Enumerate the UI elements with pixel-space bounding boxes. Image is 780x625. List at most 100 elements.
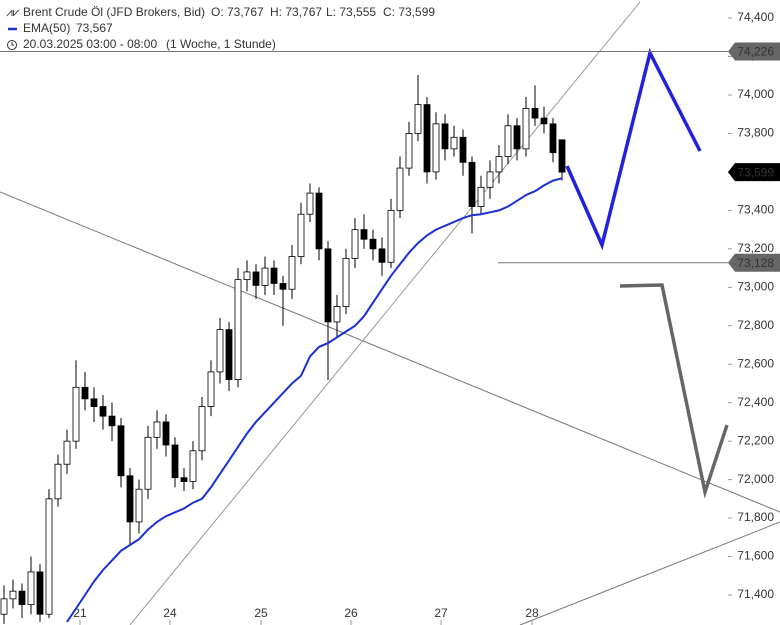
candle-body <box>531 108 539 119</box>
candle-body <box>342 258 350 307</box>
candle-body <box>162 421 170 446</box>
price-tag-label: 74,226 <box>737 45 774 59</box>
candle-body <box>225 329 233 381</box>
candle-body <box>171 444 179 479</box>
y-tick-label: 72,000 <box>737 472 774 486</box>
price-tag-label: 73,599 <box>737 165 774 179</box>
projection-gray <box>619 283 729 499</box>
x-tick-label: 27 <box>434 606 448 620</box>
chart-icon: ⩘⩗ <box>6 5 20 19</box>
candle-body <box>549 123 557 154</box>
date-range: 20.03.2025 03:00 - 08:00 <box>23 37 157 51</box>
clock-icon <box>7 40 17 50</box>
trend-line <box>519 521 780 625</box>
price-tag <box>728 42 780 61</box>
candle-body <box>216 329 224 373</box>
candle-body <box>9 590 17 600</box>
projection-blue <box>565 48 702 251</box>
candle-body <box>72 386 80 442</box>
candle-body <box>486 171 494 188</box>
y-tick-label: 71,600 <box>737 549 774 563</box>
candle-body <box>495 156 503 173</box>
ema-line <box>66 177 563 623</box>
candle-body <box>180 477 188 482</box>
y-tick-label: 71,800 <box>737 510 774 524</box>
candle-body <box>450 136 458 150</box>
candle-body <box>144 436 152 490</box>
y-tick-label: 72,400 <box>737 395 774 409</box>
candle-body <box>459 136 467 163</box>
candle-body <box>288 256 296 290</box>
x-tick-label: 25 <box>254 606 268 620</box>
candle-body <box>108 415 116 427</box>
candle-body <box>36 571 44 615</box>
candle-body <box>252 271 260 286</box>
candle-body <box>81 386 89 400</box>
candle-body <box>333 306 341 323</box>
candle-body <box>477 186 485 207</box>
price-tag <box>728 253 780 272</box>
y-tick-label: 73,200 <box>737 241 774 255</box>
candle-body <box>270 267 278 284</box>
y-tick-label: 73,800 <box>737 126 774 140</box>
candle-body <box>387 209 395 263</box>
candle-body <box>207 371 215 407</box>
candle-body <box>414 104 422 134</box>
candle-body <box>405 133 413 169</box>
legend-value: 73,567 <box>76 21 113 35</box>
x-tick-label: 28 <box>525 606 539 620</box>
price-tag <box>728 163 780 182</box>
candle-body <box>135 488 143 523</box>
candle-body <box>423 104 431 173</box>
candle-body <box>90 398 98 407</box>
y-tick-label: 74,000 <box>737 87 774 101</box>
candle-body <box>27 571 35 606</box>
candle-body <box>351 229 359 259</box>
ohlc-high: H: 73,767 <box>270 5 322 19</box>
candle-body <box>540 117 548 125</box>
candle-body <box>297 213 305 257</box>
candle-body <box>99 406 107 417</box>
candle-body <box>117 425 125 477</box>
candle-body <box>234 279 242 381</box>
trend-line <box>0 191 780 513</box>
candle-body <box>189 450 197 482</box>
candle-body <box>378 248 386 263</box>
legend-entry: EMA(50) <box>23 21 70 35</box>
y-tick-label: 73,000 <box>737 279 774 293</box>
price-tag-label: 73,128 <box>737 256 774 270</box>
candle-body <box>369 238 377 250</box>
candle-body <box>396 167 404 211</box>
y-tick-label: 72,200 <box>737 433 774 447</box>
y-tick-label: 72,600 <box>737 356 774 370</box>
candle-body <box>513 125 521 150</box>
candle-body <box>261 267 269 286</box>
x-tick-label: 21 <box>73 606 87 620</box>
candle-body <box>432 123 440 173</box>
ohlc-open: O: 73,767 <box>211 5 264 19</box>
instrument: Brent Crude Öl (JFD Brokers, Bid) <box>23 5 205 19</box>
candle-body <box>45 498 53 615</box>
candle-body <box>315 192 323 250</box>
candle-body <box>558 139 566 173</box>
candle-body <box>306 192 314 215</box>
period: (1 Woche, 1 Stunde) <box>166 37 276 51</box>
candle-body <box>243 271 251 281</box>
candle-body <box>324 248 332 323</box>
y-tick-label: 73,400 <box>737 203 774 217</box>
trend-line <box>129 1 641 625</box>
candle-body <box>279 283 287 290</box>
candle-body <box>18 590 26 606</box>
candle-body <box>468 161 476 207</box>
candle-body <box>63 440 71 465</box>
x-tick-label: 26 <box>344 606 358 620</box>
candle-body <box>54 463 62 500</box>
candle-body <box>360 229 368 240</box>
clock-hand <box>11 42 14 46</box>
y-tick-label: 74,400 <box>737 10 774 24</box>
candle-body <box>198 406 206 452</box>
candle-body <box>153 421 161 438</box>
ohlc-low: L: 73,555 <box>326 5 376 19</box>
